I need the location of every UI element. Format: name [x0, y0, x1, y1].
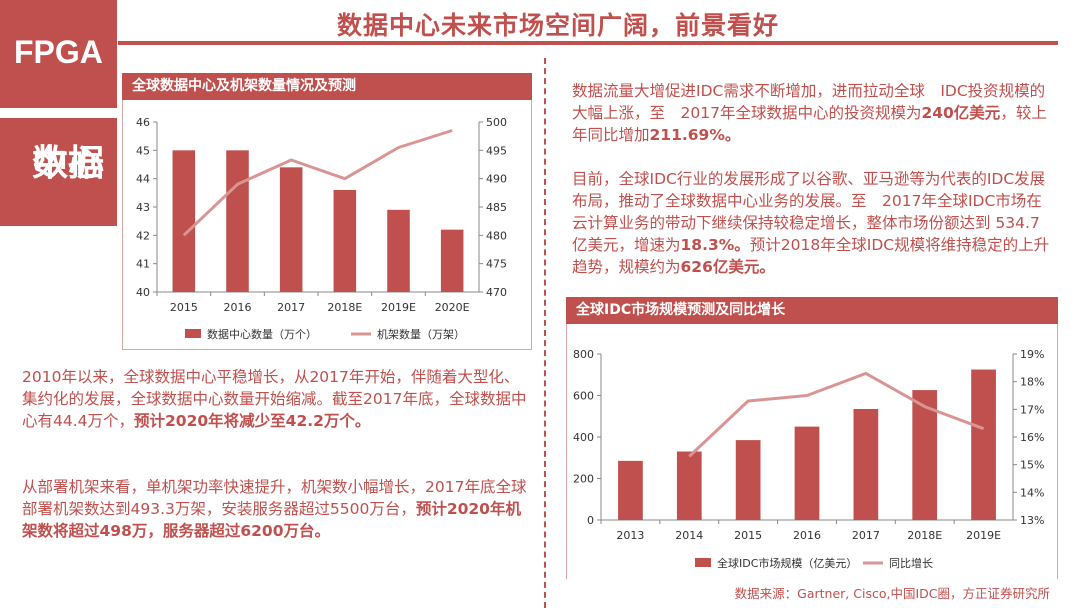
- right-paragraph-2-bold2: 626亿美元。: [680, 258, 775, 276]
- chart1-left-tick-label: 43: [136, 201, 150, 214]
- page-title: 数据中心未来市场空间广阔，前景看好: [336, 11, 779, 40]
- chart1-left-tick-label: 41: [136, 258, 150, 271]
- chart1-bar: [172, 150, 196, 292]
- chart1-right-tick-label: 470: [486, 286, 507, 299]
- chart1-bar: [333, 190, 357, 292]
- chart2-bar: [618, 460, 643, 520]
- chart1-right-tick-label: 480: [486, 229, 507, 242]
- datacenter-tag-label: 数据 中心: [16, 130, 106, 184]
- left-paragraph-2-bold: 预计2020年机架数将超过498万，服务器超过6200万台。: [22, 500, 521, 540]
- fpga-tag-label: FPGA: [14, 34, 103, 70]
- right-paragraph-2: 目前，全球IDC行业的发展形成了以谷歌、亚马逊等为代表的IDC发展布局，推动了全…: [572, 168, 1052, 278]
- chart2-left-tick-label: 800: [573, 348, 594, 361]
- chart1-bar: [279, 167, 303, 292]
- chart1-right-tick-label: 500: [486, 116, 507, 129]
- right-paragraph-1-bold: 240亿美元: [921, 104, 1001, 122]
- chart1-x-tick-label: 2015: [170, 301, 198, 314]
- chart1-x-tick-label: 2019E: [381, 301, 416, 314]
- chart2-right-tick-label: 14%: [1020, 486, 1044, 499]
- chart2-right-tick-label: 15%: [1020, 459, 1044, 472]
- left-paragraph-1-text: 2010年以来，全球数据中心平稳增长，从2017年开始，伴随着大型化、集约化的发…: [22, 368, 527, 430]
- chart2-x-tick-label: 2013: [616, 529, 644, 542]
- chart2-x-tick-label: 2019E: [966, 529, 1001, 542]
- chart1-legend-bar-label: 数据中心数量（万个）: [207, 327, 317, 341]
- chart2-legend-bar-label: 全球IDC市场规模（亿美元）: [717, 556, 857, 570]
- chart2-left-tick-label: 0: [587, 514, 594, 527]
- chart1-legend-bar-swatch: [185, 329, 201, 338]
- chart1-bar: [226, 150, 249, 292]
- right-paragraph-2-b: 预计2018年全球IDC规模将维持稳定的上升趋势，规模约为: [572, 236, 1050, 276]
- chart2-right-tick-label: 17%: [1020, 403, 1044, 416]
- chart2-x-tick-label: 2015: [734, 529, 762, 542]
- chart1-line-series: [182, 129, 453, 237]
- chart2-legend-bar-swatch: [695, 558, 711, 567]
- chart1-x-tick-label: 2020E: [435, 301, 470, 314]
- chart2-bar: [912, 390, 938, 520]
- chart2-x-tick-label: 2016: [793, 529, 821, 542]
- chart2-bar: [971, 369, 996, 520]
- left-paragraph-2-text: 从部署机架来看，单机架功率快速提升，机架数小幅增长，2017年底全球部署机架数达…: [22, 478, 527, 518]
- chart2-bar: [676, 451, 702, 520]
- chart1-svg: 40 41 42 43 44 45 46 470 475 480 485 490 495 500 2015 2…: [136, 116, 507, 341]
- chart1-x-tick-label: 2016: [224, 301, 252, 314]
- datacenter-tag: 数据 中心: [0, 118, 117, 226]
- column-divider: [544, 58, 546, 608]
- chart1-bar: [387, 209, 410, 292]
- chart1-panel: 40 41 42 43 44 45 46 470 475 480 485 490 495 500 2015 2…: [122, 100, 532, 350]
- chart2-x-tick-label: 2018E: [907, 529, 942, 542]
- left-paragraph-1: 2010年以来，全球数据中心平稳增长，从2017年开始，伴随着大型化、集约化的发…: [22, 366, 530, 432]
- chart1-left-tick-label: 44: [136, 173, 150, 186]
- chart2-bar: [735, 440, 761, 520]
- title-underline: [118, 41, 1058, 45]
- chart1-left-tick-label: 42: [136, 229, 150, 242]
- chart2-x-tick-label: 2014: [675, 529, 703, 542]
- chart1-right-tick-label: 475: [486, 258, 507, 271]
- right-paragraph-1: 数据流量大增促进IDC需求不断增加，进而拉动全球 IDC投资规模的大幅上涨，至 …: [572, 80, 1052, 146]
- chart2-svg: 0 200 400 600 800 13% 14% 15% 16% 17% 18% 19% 2013 20…: [573, 348, 1044, 570]
- chart2-right-tick-label: 16%: [1020, 431, 1044, 444]
- chart1-right-tick-label: 495: [486, 144, 507, 157]
- right-paragraph-2-bold: 18.3%。: [680, 236, 750, 254]
- datacenter-tag-line1: 数据: [32, 143, 105, 184]
- fpga-tag: FPGA: [0, 0, 117, 108]
- chart1-right-tick-label: 485: [486, 201, 507, 214]
- chart2-x-tick-label: 2017: [852, 529, 880, 542]
- right-paragraph-1-bold2: 211.69%。: [649, 126, 741, 144]
- chart1-right-tick-label: 490: [486, 173, 507, 186]
- datacenter-tag-line2: 中心: [32, 143, 105, 184]
- chart1-x-tick-label: 2017: [277, 301, 305, 314]
- chart2-section-title: 全球IDC市场规模预测及同比增长: [566, 297, 1058, 324]
- chart1-bar: [440, 229, 464, 292]
- chart1-x-tick-label: 2018E: [327, 301, 362, 314]
- right-paragraph-1-a: 数据流量大增促进IDC需求不断增加，进而拉动全球 IDC投资规模的大幅上涨，至 …: [572, 82, 1046, 122]
- left-paragraph-2: 从部署机架来看，单机架功率快速提升，机架数小幅增长，2017年底全球部署机架数达…: [22, 476, 530, 542]
- chart1-left-tick-label: 40: [136, 286, 150, 299]
- chart2-right-tick-label: 18%: [1020, 376, 1044, 389]
- chart2-legend-line-label: 同比增长: [889, 556, 933, 570]
- chart2-bar: [794, 426, 820, 520]
- chart1-section-title: 全球数据中心及机架数量情况及预测: [122, 73, 532, 100]
- chart2-bar: [853, 408, 879, 520]
- chart2-panel: 0 200 400 600 800 13% 14% 15% 16% 17% 18% 19% 2013 20…: [566, 324, 1058, 579]
- data-source: 数据来源：Gartner, Cisco,中国IDC圈，方正证券研究所: [734, 586, 1050, 601]
- chart1-legend-line-label: 机架数量（万架）: [377, 327, 465, 341]
- left-paragraph-1-bold: 预计2020年将减少至42.2万个。: [134, 412, 371, 430]
- chart2-left-tick-label: 400: [573, 431, 594, 444]
- chart2-line-series: [688, 371, 985, 458]
- right-paragraph-2-a: 目前，全球IDC行业的发展形成了以谷歌、亚马逊等为代表的IDC发展布局，推动了全…: [572, 170, 1046, 254]
- chart1-left-tick-label: 45: [136, 144, 150, 157]
- right-paragraph-1-b: ，较上年同比增加: [572, 104, 1047, 144]
- chart2-left-tick-label: 600: [573, 390, 594, 403]
- chart2-right-tick-label: 13%: [1020, 514, 1044, 527]
- chart2-left-tick-label: 200: [573, 473, 594, 486]
- chart2-right-tick-label: 19%: [1020, 348, 1044, 361]
- chart1-left-tick-label: 46: [136, 116, 150, 129]
